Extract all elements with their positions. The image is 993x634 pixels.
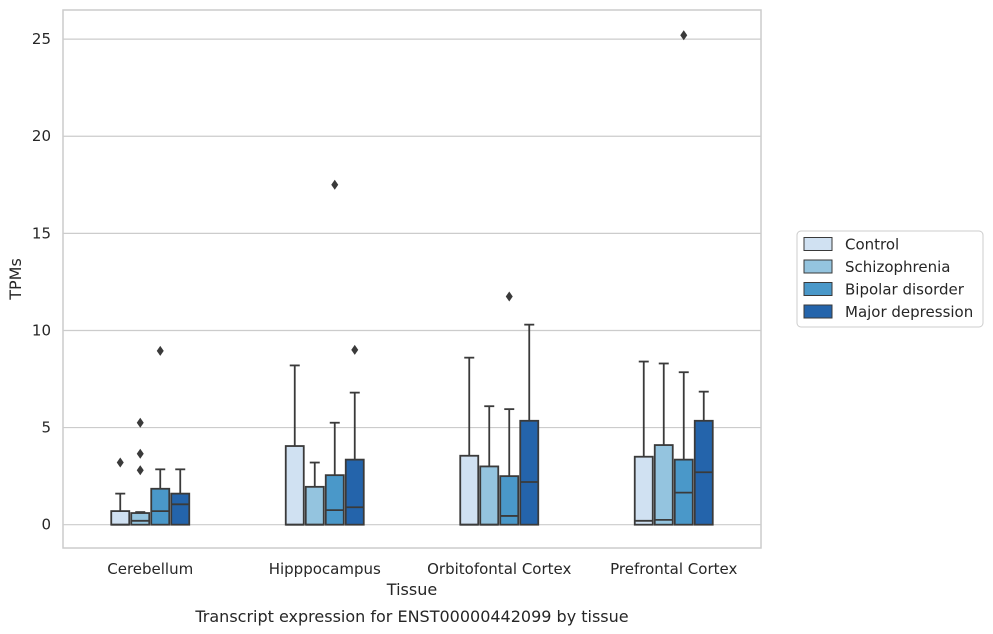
y-tick-labels: 0 5 10 15 20 25 bbox=[32, 30, 51, 534]
box-1-4 bbox=[633, 360, 654, 526]
legend-swatch-4 bbox=[803, 304, 833, 319]
legend-frame bbox=[796, 230, 984, 328]
box-rect bbox=[110, 510, 131, 526]
box-rect bbox=[519, 419, 540, 526]
outlier-point bbox=[351, 344, 359, 355]
y-tick-label-15: 15 bbox=[32, 224, 51, 242]
x-axis-title: Tissue bbox=[386, 580, 437, 599]
x-tick-label-3: Orbitofontal Cortex bbox=[427, 560, 571, 578]
y-tick-label-20: 20 bbox=[32, 127, 51, 145]
legend-swatch-3 bbox=[803, 282, 833, 296]
y-tick-label-25: 25 bbox=[32, 30, 51, 48]
box-2-2 bbox=[304, 461, 325, 526]
x-tick-label-1: Cerebellum bbox=[107, 560, 193, 578]
box-rect bbox=[284, 445, 305, 526]
y-tick-label-5: 5 bbox=[41, 419, 51, 437]
box-rect bbox=[324, 474, 345, 526]
box-rect bbox=[130, 512, 151, 526]
box-4-4 bbox=[693, 390, 714, 526]
box-1-2 bbox=[284, 364, 305, 526]
outlier-point bbox=[156, 345, 164, 356]
box-rect bbox=[633, 455, 654, 526]
box-rect bbox=[499, 475, 520, 526]
x-tick-label-2: Hipppocampus bbox=[269, 560, 381, 578]
outlier-point bbox=[331, 179, 339, 190]
outlier-point bbox=[136, 465, 144, 476]
box-rect bbox=[150, 487, 171, 526]
box-3-2 bbox=[324, 179, 345, 526]
box-1-1 bbox=[110, 457, 131, 526]
boxes bbox=[110, 30, 714, 526]
box-rect bbox=[479, 465, 500, 526]
box-2-3 bbox=[479, 405, 500, 526]
x-tick-label-4: Prefrontal Cortex bbox=[610, 560, 737, 578]
box-rect bbox=[344, 458, 365, 526]
box-rect bbox=[170, 492, 191, 526]
box-rect bbox=[304, 485, 325, 526]
outlier-point bbox=[680, 30, 688, 41]
outlier-point bbox=[505, 291, 513, 302]
outlier-point bbox=[136, 417, 144, 428]
box-2-1 bbox=[130, 417, 151, 526]
box-4-2 bbox=[344, 344, 365, 526]
legend-label-1: Control bbox=[845, 236, 899, 254]
legend-label-4: Major depression bbox=[845, 303, 973, 321]
x-tick-labels: Cerebellum Hipppocampus Orbitofontal Corte… bbox=[107, 560, 737, 578]
legend-label-2: Schizophrenia bbox=[845, 258, 950, 276]
box-2-4 bbox=[653, 362, 674, 526]
box-3-3 bbox=[499, 291, 520, 526]
y-axis-title: TPMs bbox=[6, 258, 25, 301]
box-4-1 bbox=[170, 468, 191, 526]
box-4-3 bbox=[519, 323, 540, 526]
y-tick-label-0: 0 bbox=[41, 516, 51, 534]
box-rect bbox=[653, 444, 674, 526]
legend: Control Schizophrenia Bipolar disorder Majo… bbox=[796, 230, 984, 328]
plot-frame bbox=[62, 9, 762, 549]
legend-label-3: Bipolar disorder bbox=[845, 281, 965, 299]
box-3-1 bbox=[150, 345, 171, 526]
outlier-point bbox=[136, 448, 144, 459]
y-tick-label-10: 10 bbox=[32, 321, 51, 339]
legend-swatch-1 bbox=[803, 237, 833, 251]
box-1-3 bbox=[459, 356, 480, 526]
box-3-4 bbox=[673, 30, 694, 526]
outlier-point bbox=[116, 457, 124, 468]
legend-swatch-2 bbox=[803, 259, 833, 274]
chart-caption: Transcript expression for ENST0000044209… bbox=[194, 607, 628, 626]
box-rect bbox=[459, 454, 480, 526]
